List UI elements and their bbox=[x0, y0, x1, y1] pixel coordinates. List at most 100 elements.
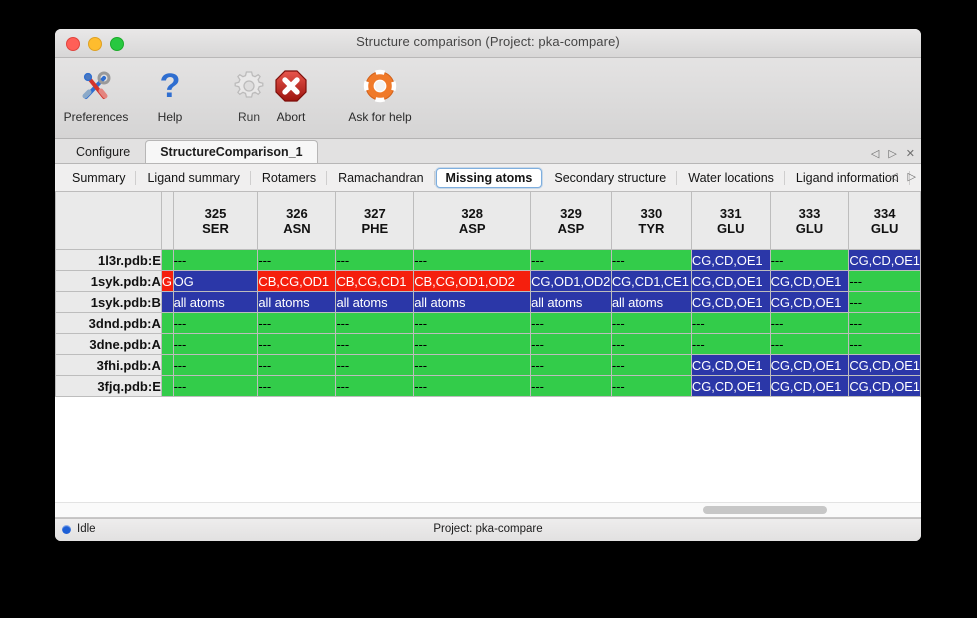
table-cell[interactable]: CB,CG,CD1 bbox=[335, 270, 415, 292]
table-cell[interactable]: --- bbox=[691, 333, 771, 355]
close-window-button[interactable] bbox=[66, 37, 80, 51]
column-header-331[interactable]: 331 GLU bbox=[691, 192, 771, 250]
table-row[interactable]: 3dnd.pdb:A --- --- --- --- --- --- --- --- --- bbox=[55, 312, 921, 334]
table-cell[interactable] bbox=[161, 333, 174, 355]
row-header-1syk-pdb-B[interactable]: 1syk.pdb:B bbox=[55, 291, 162, 313]
table-cell[interactable]: --- bbox=[848, 270, 921, 292]
table-cell[interactable]: --- bbox=[257, 333, 337, 355]
table-cell[interactable]: --- bbox=[611, 333, 692, 355]
table-cell[interactable] bbox=[161, 249, 174, 271]
table-cell[interactable]: OG bbox=[173, 270, 259, 292]
missing-atoms-table-container[interactable]: 325 SER 326 ASN 327 PHE 328 ASP 329 ASP 330 TYR 331 G… bbox=[55, 192, 921, 518]
help-button[interactable]: ? Help bbox=[133, 64, 207, 124]
table-cell[interactable]: --- bbox=[257, 249, 337, 271]
tab-summary[interactable]: Summary bbox=[62, 168, 137, 188]
table-cell[interactable] bbox=[161, 354, 174, 376]
table-cell[interactable]: CG,CD1,CE1 bbox=[611, 270, 692, 292]
table-cell[interactable]: --- bbox=[335, 249, 415, 271]
row-header-3fjq-pdb-E[interactable]: 3fjq.pdb:E bbox=[55, 375, 162, 397]
table-cell[interactable]: --- bbox=[530, 354, 612, 376]
tab-secondary-structure[interactable]: Secondary structure bbox=[544, 168, 678, 188]
table-row[interactable]: 3fjq.pdb:E --- --- --- --- --- --- CG,CD,OE1 CG,… bbox=[55, 375, 921, 397]
doc-tab-next-icon[interactable]: ▷ bbox=[888, 148, 897, 160]
table-cell[interactable]: CG,CD,OE1 bbox=[770, 291, 850, 313]
tab-ramachandran[interactable]: Ramachandran bbox=[328, 168, 436, 188]
column-header-330[interactable]: 330 TYR bbox=[611, 192, 692, 250]
table-cell[interactable]: --- bbox=[530, 375, 612, 397]
table-cell[interactable] bbox=[161, 312, 174, 334]
table-cell[interactable]: --- bbox=[335, 354, 415, 376]
tab-missing-atoms[interactable]: Missing atoms bbox=[435, 167, 543, 188]
zoom-window-button[interactable] bbox=[110, 37, 124, 51]
horizontal-scrollbar-thumb[interactable] bbox=[703, 506, 827, 514]
table-cell[interactable]: --- bbox=[173, 375, 259, 397]
column-header-partial[interactable] bbox=[161, 192, 174, 250]
tab-ligand-information[interactable]: Ligand information bbox=[786, 168, 910, 188]
table-row[interactable]: 3dne.pdb:A --- --- --- --- --- --- --- --- --- bbox=[55, 333, 921, 355]
table-cell[interactable]: CG,CD,OE1 bbox=[691, 249, 771, 271]
table-cell[interactable]: --- bbox=[173, 312, 259, 334]
table-row[interactable]: 1syk.pdb:B all atoms all atoms all atoms all… bbox=[55, 291, 921, 313]
table-cell[interactable]: --- bbox=[335, 375, 415, 397]
table-cell[interactable]: --- bbox=[611, 375, 692, 397]
doc-tab-close-icon[interactable]: ✕ bbox=[905, 148, 915, 160]
table-cell[interactable]: --- bbox=[848, 291, 921, 313]
table-cell[interactable]: CB,CG,OD1,OD2 bbox=[413, 270, 532, 292]
table-cell[interactable]: --- bbox=[173, 354, 259, 376]
horizontal-scrollbar[interactable] bbox=[55, 502, 921, 517]
table-cell[interactable]: --- bbox=[335, 333, 415, 355]
table-cell[interactable]: --- bbox=[770, 249, 850, 271]
table-cell[interactable]: --- bbox=[413, 375, 532, 397]
table-cell[interactable]: all atoms bbox=[530, 291, 612, 313]
table-cell[interactable]: --- bbox=[530, 312, 612, 334]
table-cell[interactable]: --- bbox=[611, 354, 692, 376]
table-row[interactable]: 3fhi.pdb:A --- --- --- --- --- --- CG,CD,OE1 CG,… bbox=[55, 354, 921, 376]
table-cell[interactable]: CB,CG,OD1 bbox=[257, 270, 337, 292]
table-cell[interactable]: CG,OD1,OD2 bbox=[530, 270, 612, 292]
table-cell[interactable]: --- bbox=[691, 312, 771, 334]
table-row[interactable]: 1l3r.pdb:E --- --- --- --- --- --- CG,CD,OE1 ---… bbox=[55, 249, 921, 271]
column-header-326[interactable]: 326 ASN bbox=[257, 192, 337, 250]
table-row[interactable]: 1syk.pdb:A G OG CB,CG,OD1 CB,CG,CD1 CB,CG,OD1… bbox=[55, 270, 921, 292]
column-header-333[interactable]: 333 GLU bbox=[770, 192, 850, 250]
row-header-3dnd-pdb-A[interactable]: 3dnd.pdb:A bbox=[55, 312, 162, 334]
table-cell[interactable]: all atoms bbox=[611, 291, 692, 313]
table-cell[interactable]: CG,CD,OE1 bbox=[770, 354, 850, 376]
preferences-button[interactable]: Preferences bbox=[59, 64, 133, 124]
table-cell[interactable]: all atoms bbox=[173, 291, 259, 313]
table-cell[interactable]: --- bbox=[611, 312, 692, 334]
row-header-3fhi-pdb-A[interactable]: 3fhi.pdb:A bbox=[55, 354, 162, 376]
table-cell[interactable]: --- bbox=[611, 249, 692, 271]
result-tab-next-icon[interactable]: ▷ bbox=[907, 171, 916, 183]
table-cell[interactable]: --- bbox=[413, 354, 532, 376]
table-cell[interactable]: --- bbox=[413, 312, 532, 334]
table-cell[interactable]: all atoms bbox=[413, 291, 532, 313]
table-cell[interactable]: CG,CD,OE1 bbox=[691, 270, 771, 292]
table-cell[interactable]: CG,CD,OE1 bbox=[691, 375, 771, 397]
doc-tab-configure[interactable]: Configure bbox=[76, 145, 131, 159]
column-header-327[interactable]: 327 PHE bbox=[335, 192, 415, 250]
column-header-329[interactable]: 329 ASP bbox=[530, 192, 612, 250]
table-cell[interactable]: --- bbox=[173, 249, 259, 271]
tab-ligand-summary[interactable]: Ligand summary bbox=[137, 168, 252, 188]
table-cell[interactable]: all atoms bbox=[335, 291, 415, 313]
tab-water-locations[interactable]: Water locations bbox=[678, 168, 785, 188]
table-cell[interactable]: CG,CD,OE1 bbox=[691, 354, 771, 376]
table-cell[interactable]: G bbox=[161, 270, 174, 292]
row-header-1syk-pdb-A[interactable]: 1syk.pdb:A bbox=[55, 270, 162, 292]
column-header-334[interactable]: 334 GLU bbox=[848, 192, 921, 250]
table-cell[interactable]: --- bbox=[530, 333, 612, 355]
table-cell[interactable]: --- bbox=[770, 312, 850, 334]
table-cell[interactable]: CG,CD,OE1 bbox=[691, 291, 771, 313]
minimize-window-button[interactable] bbox=[88, 37, 102, 51]
table-cell[interactable] bbox=[161, 375, 174, 397]
row-header-3dne-pdb-A[interactable]: 3dne.pdb:A bbox=[55, 333, 162, 355]
table-cell[interactable]: --- bbox=[257, 375, 337, 397]
column-header-328[interactable]: 328 ASP bbox=[413, 192, 532, 250]
row-header-1l3r-pdb-E[interactable]: 1l3r.pdb:E bbox=[55, 249, 162, 271]
table-cell[interactable]: --- bbox=[530, 249, 612, 271]
table-cell[interactable]: --- bbox=[173, 333, 259, 355]
result-tab-prev-icon[interactable]: ◁ bbox=[889, 171, 898, 183]
table-cell[interactable]: CG,CD,OE1 bbox=[848, 249, 921, 271]
table-cell[interactable]: --- bbox=[335, 312, 415, 334]
